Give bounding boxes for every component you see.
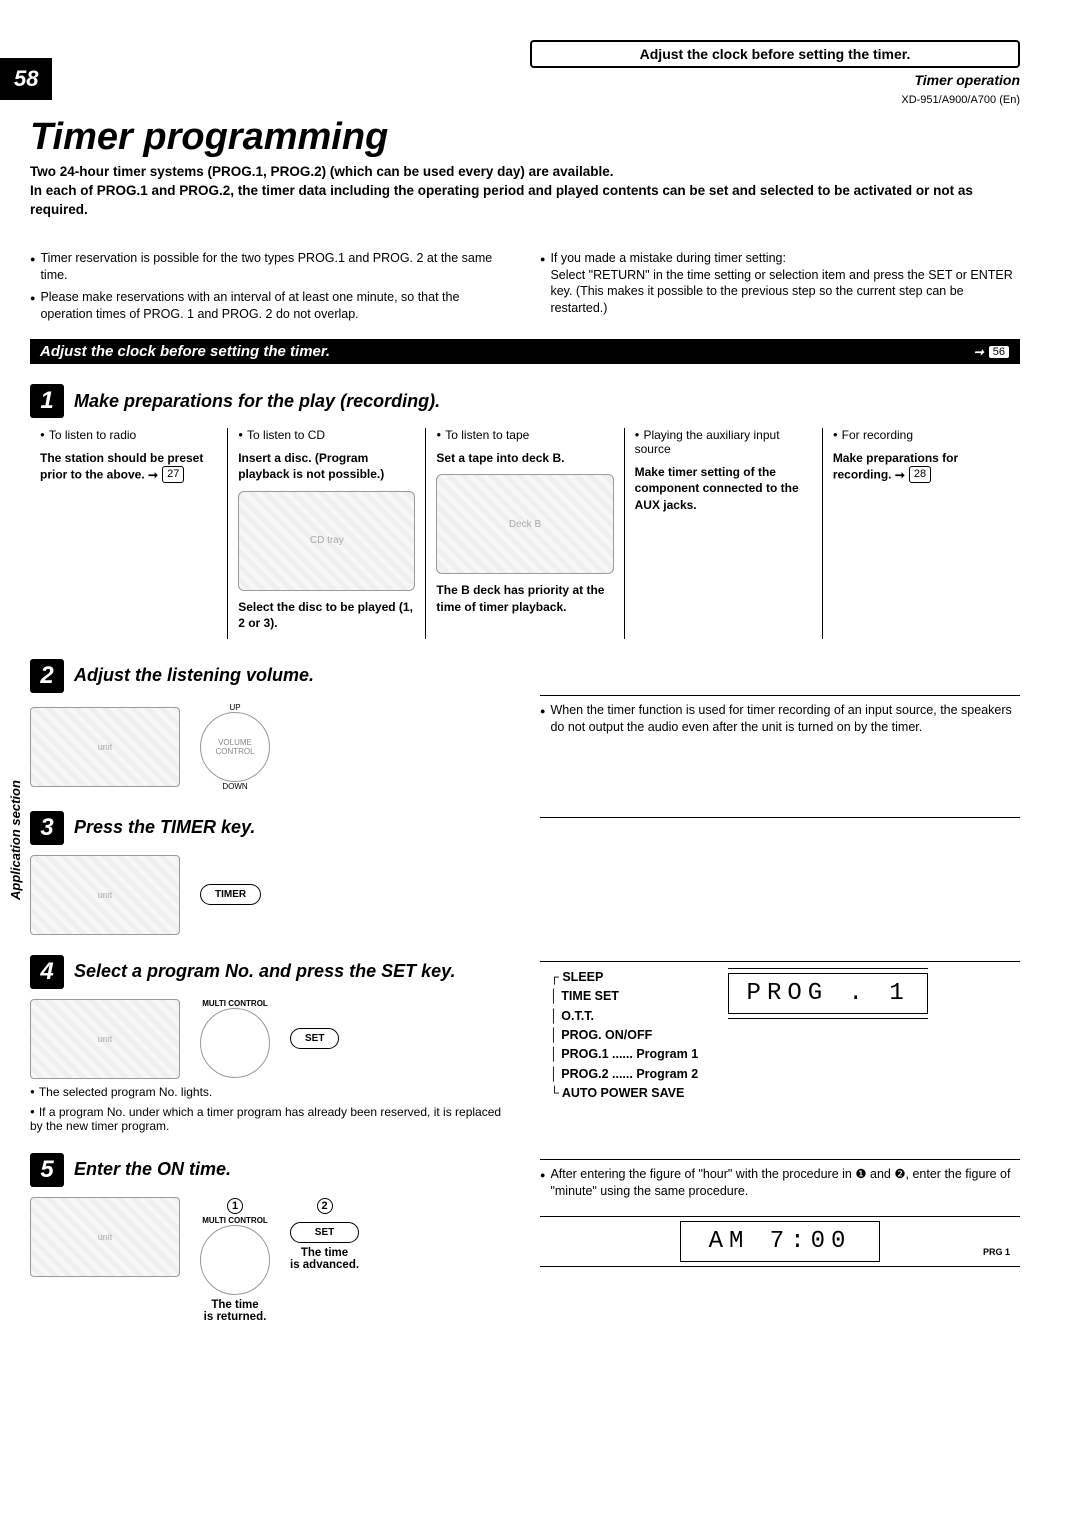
- set-button: SET: [290, 1028, 339, 1049]
- step-5-header: 5 Enter the ON time.: [30, 1153, 510, 1187]
- timer-menu: ┌ SLEEP │ TIME SET │ O.T.T. │ PROG. ON/O…: [540, 968, 698, 1104]
- tape-diagram: Deck B: [436, 474, 613, 574]
- note-item: Please make reservations with an interva…: [30, 289, 510, 323]
- device-diagram: unit: [30, 1197, 180, 1277]
- step4-note: If a program No. under which a timer pro…: [30, 1105, 510, 1133]
- step-2-header: 2 Adjust the listening volume.: [30, 659, 510, 693]
- prep-tape: To listen to tape Set a tape into deck B…: [426, 428, 624, 639]
- device-diagram: unit: [30, 707, 180, 787]
- device-diagram: unit: [30, 999, 180, 1079]
- marker-1-icon: 1: [227, 1198, 243, 1214]
- step-3-header: 3 Press the TIMER key.: [30, 811, 510, 845]
- page-title: Timer programming: [30, 116, 1020, 159]
- step-4-header: 4 Select a program No. and press the SET…: [30, 955, 510, 989]
- clock-reminder-strip: Adjust the clock before setting the time…: [30, 339, 1020, 364]
- multi-control-dial-icon: [200, 1225, 270, 1295]
- multi-control-dial-icon: [200, 1008, 270, 1078]
- caption: The timeis advanced.: [290, 1247, 359, 1271]
- notes-right-col: If you made a mistake during timer setti…: [540, 250, 1020, 330]
- step-title: Make preparations for the play (recordin…: [74, 391, 440, 412]
- section-label: Timer operation: [30, 72, 1020, 88]
- step-number: 3: [30, 811, 64, 845]
- preparation-grid: To listen to radio The station should be…: [30, 428, 1020, 639]
- lcd-display: PROG . 1: [728, 973, 928, 1014]
- prep-aux: Playing the auxiliary input source Make …: [625, 428, 823, 639]
- intro-text: Two 24-hour timer systems (PROG.1, PROG.…: [30, 163, 1020, 220]
- step-title: Select a program No. and press the SET k…: [74, 961, 455, 982]
- device-diagram: unit: [30, 855, 180, 935]
- step-number: 5: [30, 1153, 64, 1187]
- step2-note: When the timer function is used for time…: [540, 702, 1020, 736]
- header-reminder: Adjust the clock before setting the time…: [530, 40, 1020, 68]
- volume-dial-icon: VOLUME CONTROL: [200, 712, 270, 782]
- note-item: Timer reservation is possible for the tw…: [30, 250, 510, 284]
- set-button: SET: [290, 1222, 359, 1243]
- prg-badge: PRG 1: [983, 1247, 1010, 1257]
- page-number: 58: [0, 58, 52, 100]
- step-1-header: 1 Make preparations for the play (record…: [30, 384, 1020, 418]
- step-number: 1: [30, 384, 64, 418]
- step-number: 4: [30, 955, 64, 989]
- timer-button: TIMER: [200, 884, 261, 905]
- cd-diagram: CD tray: [238, 491, 415, 591]
- note-item: If you made a mistake during timer setti…: [540, 250, 1020, 318]
- prep-cd: To listen to CD Insert a disc. (Program …: [228, 428, 426, 639]
- lcd-display: AM 7:00: [680, 1221, 880, 1262]
- marker-2-icon: 2: [317, 1198, 333, 1214]
- prep-recording: For recording Make preparations for reco…: [823, 428, 1020, 639]
- side-tab: Application section: [8, 780, 23, 900]
- model-id: XD-951/A900/A700 (En): [30, 94, 1020, 106]
- caption: The timeis returned.: [200, 1299, 270, 1323]
- page-ref: ➞56: [974, 345, 1010, 359]
- step-title: Press the TIMER key.: [74, 817, 255, 838]
- step4-note: The selected program No. lights.: [30, 1085, 510, 1099]
- strip-text: Adjust the clock before setting the time…: [40, 343, 974, 360]
- step-title: Enter the ON time.: [74, 1159, 231, 1180]
- step5-note: After entering the figure of "hour" with…: [540, 1166, 1020, 1200]
- step-title: Adjust the listening volume.: [74, 665, 314, 686]
- notes-left-col: Timer reservation is possible for the tw…: [30, 250, 510, 330]
- prep-radio: To listen to radio The station should be…: [30, 428, 228, 639]
- step-number: 2: [30, 659, 64, 693]
